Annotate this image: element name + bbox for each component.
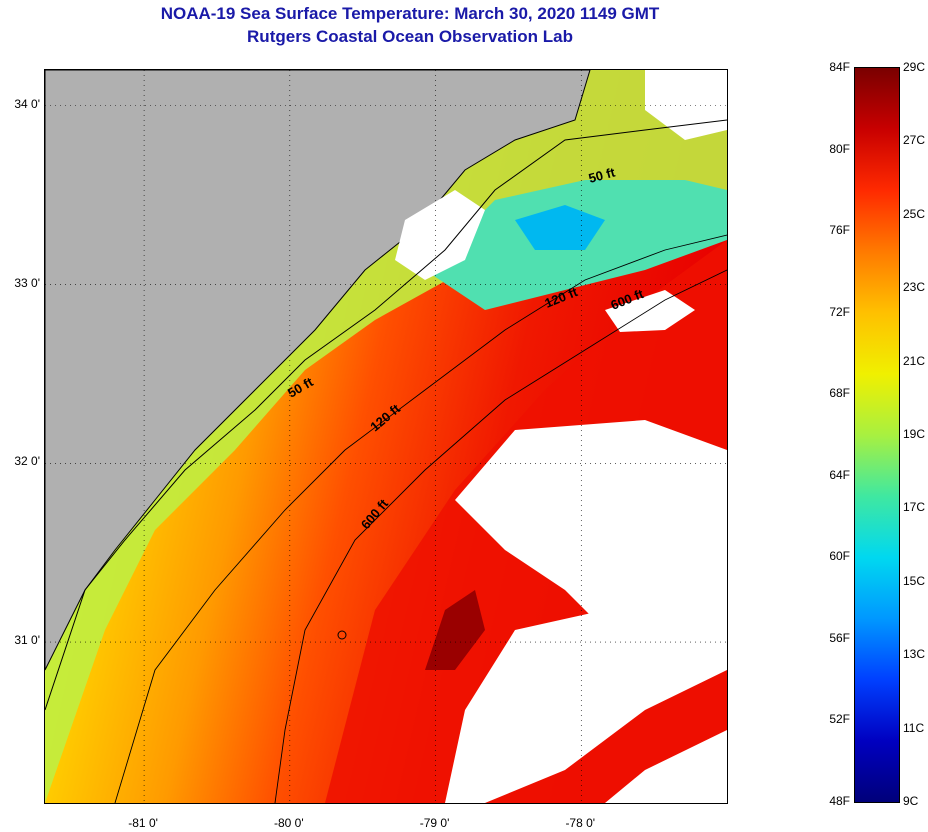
colorbar-c-label: 23C [903,280,926,295]
cloud-mass [445,570,727,803]
lon-tick-label: -79 0' [419,816,450,830]
lat-tick-label: 32 0' [14,454,40,469]
colorbar-f-label: 72F [829,304,850,319]
colorbar-f-label: 52F [829,712,850,727]
colorbar-c-label: 9C [903,794,919,808]
hot-core [425,590,485,670]
cloud-mass [395,190,485,280]
lat-tick-label: 31 0' [14,633,40,648]
temperature-colorbar [854,67,900,803]
cloud-mass [605,290,695,332]
colorbar-c-label: 13C [903,647,926,662]
colorbar-c-label: 27C [903,133,926,148]
colorbar-f-label: 76F [829,223,850,238]
sst-map: 50 ft 120 ft 600 ft 50 ft 120 ft 600 ft [44,69,728,804]
land [45,70,591,671]
isobath-120ft [114,234,727,803]
lat-tick-label: 33 0' [14,275,40,290]
lat-tick-label: 34 0' [14,96,40,111]
cold-water-patch [515,205,605,250]
buoy-marker [337,630,347,640]
lon-tick-label: -81 0' [128,816,158,830]
cloud-mass [605,730,727,803]
colorbar-f-label: 84F [829,60,850,74]
colorbar-c-label: 21C [903,353,926,368]
grid-lines [45,70,727,803]
colorbar-f-label: 64F [829,467,850,482]
colorbar-f-label: 68F [829,386,850,401]
colorbar-c-label: 29C [903,60,926,74]
colorbar-c-label: 17C [903,500,926,515]
colorbar-c-label: 15C [903,573,926,588]
colorbar-f-label: 56F [829,630,850,645]
lon-tick-label: -78 0' [565,816,596,830]
lon-tick-label: -80 0' [273,816,304,830]
colorbar-c-label: 11C [903,720,925,735]
colorbar-f-label: 80F [829,141,850,156]
map-subtitle: Rutgers Coastal Ocean Observation Lab [247,27,573,46]
isobath-600ft [274,269,727,803]
contour-label-50ft: 50 ft [587,164,617,186]
isobath-50ft [45,119,727,711]
colorbar-c-label: 19C [903,427,926,441]
colorbar-c-label: 25C [903,206,926,221]
map-title: NOAA-19 Sea Surface Temperature: March 3… [160,4,660,23]
colorbar-f-label: 48F [829,794,850,808]
cloud-mass [455,420,727,630]
colorbar-f-label: 60F [829,549,850,564]
